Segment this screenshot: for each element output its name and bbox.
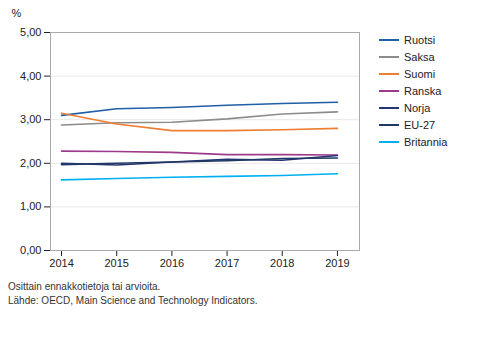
html-text:Norja: Norja: [404, 102, 431, 114]
svg-text:2016: 2016: [160, 257, 184, 269]
html-text:Saksa: Saksa: [404, 51, 435, 63]
svg-text:1,00: 1,00: [20, 200, 41, 212]
svg-text:2,00: 2,00: [20, 157, 41, 169]
svg-text:3,00: 3,00: [20, 113, 41, 125]
svg-text:2019: 2019: [325, 257, 349, 269]
svg-text:4,00: 4,00: [20, 70, 41, 82]
html-text:Lähde: OECD, Main Science and: Lähde: OECD, Main Science and Technology…: [8, 294, 258, 306]
html-text:Britannia: Britannia: [404, 136, 448, 148]
html-text:Suomi: Suomi: [404, 68, 436, 80]
svg-text:2018: 2018: [270, 257, 294, 269]
svg-text:2015: 2015: [104, 257, 128, 269]
svg-text:2017: 2017: [215, 257, 239, 269]
html-text:Ranska: Ranska: [404, 85, 442, 97]
svg-text:2014: 2014: [49, 257, 73, 269]
html-text:Osittain ennakkotietoja tai ar: Osittain ennakkotietoja tai arvioita.: [8, 281, 161, 292]
html-text:Ruotsi: Ruotsi: [404, 34, 436, 46]
svg-text:5,00: 5,00: [20, 26, 41, 38]
svg-text:%: %: [12, 7, 22, 19]
svg-text:0,00: 0,00: [20, 244, 41, 256]
html-text:EU-27: EU-27: [404, 119, 436, 131]
